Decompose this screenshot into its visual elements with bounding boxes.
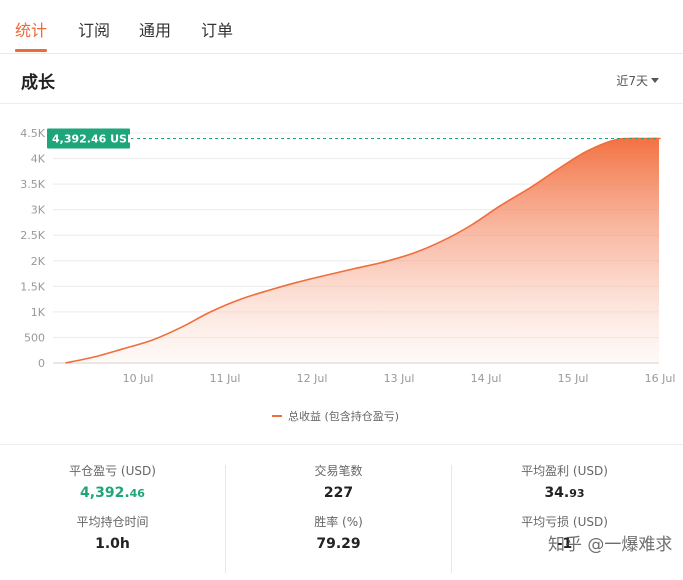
stat-dec: 46 <box>129 487 145 500</box>
avg-hold-time-value: 1.0h <box>0 535 225 553</box>
stat-int: 1.0h <box>95 536 130 552</box>
x-tick-label: 13 Jul <box>384 372 415 385</box>
stat-int: 34. <box>544 485 570 501</box>
tab-subscriptions[interactable]: 订阅 <box>78 21 111 40</box>
watermark: 知乎 @一爆难求 <box>548 535 673 555</box>
stat-int: 4,392. <box>80 485 130 501</box>
y-tick-label: 2K <box>31 255 46 268</box>
series-line <box>65 137 661 364</box>
y-tick-label: 1K <box>31 306 46 319</box>
stats-panel: 平仓盈亏 (USD) 4,392.46 平均持仓时间 1.0h 交易笔数 227… <box>0 444 683 580</box>
stat-int: 79.29 <box>316 536 361 552</box>
trade-count-value: 227 <box>226 484 451 502</box>
avg-loss-value: -1 <box>452 535 677 553</box>
stat-int: -1 <box>556 536 573 552</box>
x-tick-label: 15 Jul <box>558 372 589 385</box>
stats-column-2: 交易笔数 227 胜率 (%) 79.29 <box>226 463 451 553</box>
stat-label: 平均亏损 (USD) <box>521 515 608 529</box>
current-value-badge-bg <box>47 128 130 149</box>
y-tick-label: 2.5K <box>20 229 45 242</box>
stat-label: 交易笔数 <box>314 464 363 478</box>
growth-chart-svg: 0 500 1K 1.5K 2K 2.5K 3K 3.5K 4K 4.5K 10 Jul 11 Ju… <box>20 127 676 423</box>
y-tick-label: 4.5K <box>20 127 45 140</box>
tab-stats[interactable]: 统计 <box>15 21 48 40</box>
stat-dec: 93 <box>569 487 585 500</box>
x-tick-label: 14 Jul <box>471 372 502 385</box>
stat-label: 平均盈利 (USD) <box>521 464 608 478</box>
x-tick-label: 11 Jul <box>210 372 241 385</box>
tab-bar: 统计 订阅 通用 订单 <box>0 0 683 54</box>
y-tick-label: 500 <box>24 331 45 344</box>
x-tick-label: 16 Jul <box>645 372 676 385</box>
stat-label: 胜率 (%) <box>314 515 363 529</box>
current-value-label: 4,392.46 USD <box>52 132 136 145</box>
y-tick-label: 1.5K <box>20 280 45 293</box>
y-tick-label: 4K <box>31 153 46 166</box>
stats-column-1: 平仓盈亏 (USD) 4,392.46 平均持仓时间 1.0h <box>0 463 225 553</box>
x-tick-label: 10 Jul <box>123 372 154 385</box>
column-divider <box>451 465 452 573</box>
legend-label: 总收益 (包含持仓盈亏) <box>288 409 399 423</box>
tab-general[interactable]: 通用 <box>139 21 172 40</box>
closed-pnl-value: 4,392.46 <box>0 484 225 502</box>
x-tick-label: 12 Jul <box>297 372 328 385</box>
stat-int: 227 <box>323 485 354 501</box>
growth-section-header: 成长 近7天 <box>0 54 683 104</box>
section-title: 成长 <box>21 73 55 93</box>
stat-label: 平均持仓时间 <box>76 515 149 529</box>
active-tab-indicator <box>15 49 47 52</box>
win-rate-value: 79.29 <box>226 535 451 553</box>
avg-profit-value: 34.93 <box>452 484 677 502</box>
time-range-dropdown[interactable]: 近7天 <box>616 72 659 89</box>
tab-orders[interactable]: 订单 <box>201 21 234 40</box>
stats-column-3: 平均盈利 (USD) 34.93 平均亏损 (USD) -1 <box>452 463 677 553</box>
chevron-down-icon <box>651 78 659 83</box>
column-divider <box>225 465 226 573</box>
stat-label: 平仓盈亏 (USD) <box>69 464 156 478</box>
y-tick-label: 3K <box>31 204 46 217</box>
growth-chart: 0 500 1K 1.5K 2K 2.5K 3K 3.5K 4K 4.5K 10 Jul 11 Ju… <box>0 104 683 440</box>
current-value-badge: 4,392.46 USD <box>47 128 136 149</box>
y-tick-label: 3.5K <box>20 178 45 191</box>
y-tick-label: 0 <box>38 357 45 370</box>
time-range-label: 近7天 <box>616 74 648 88</box>
chart-legend: 总收益 (包含持仓盈亏) <box>272 409 399 423</box>
series-area <box>65 138 661 363</box>
